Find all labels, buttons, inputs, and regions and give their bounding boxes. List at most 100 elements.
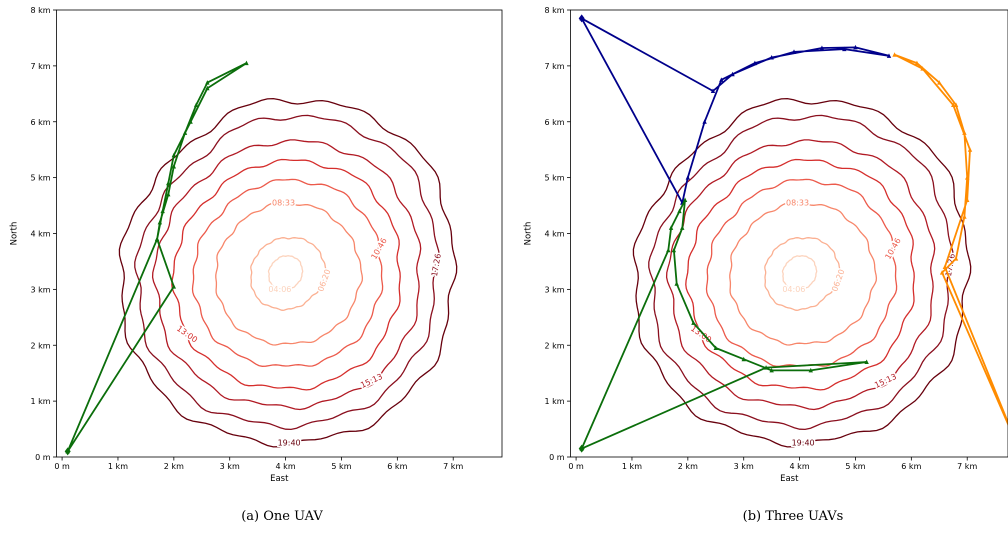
x-tick-label: 0 m bbox=[568, 462, 584, 471]
y-tick-label: 8 km bbox=[544, 6, 564, 15]
contour-label: 10:46 bbox=[369, 237, 388, 261]
x-axis-label: East bbox=[780, 474, 799, 484]
x-tick-label: 6 km bbox=[387, 462, 407, 471]
uav-waypoint-marker bbox=[752, 60, 758, 66]
uav-waypoint-marker bbox=[967, 147, 973, 152]
uav-waypoint-marker bbox=[682, 197, 688, 202]
contour-line bbox=[781, 255, 818, 292]
panel-one-uav: 04:06 06:20 08:33 10:46 13:00 15:13 17:26 19:40… bbox=[10, 6, 503, 524]
uav-waypoint-marker bbox=[677, 208, 682, 214]
x-tick-label: 5 km bbox=[331, 462, 351, 471]
x-tick-label: 7 km bbox=[957, 462, 977, 471]
uav-waypoint-marker bbox=[769, 367, 774, 373]
x-tick-label: 3 km bbox=[220, 462, 240, 471]
uav-waypoint-marker bbox=[160, 208, 165, 214]
uav-waypoint-marker bbox=[951, 102, 956, 107]
contour-line bbox=[632, 97, 972, 448]
contour-label: 19:40 bbox=[792, 438, 815, 447]
x-tick-label: 6 km bbox=[901, 462, 921, 471]
x-axis-label: East bbox=[270, 474, 289, 484]
x-tick-label: 2 km bbox=[164, 462, 184, 471]
panel-caption: (a) One UAV bbox=[241, 509, 323, 524]
uav-waypoint-marker bbox=[171, 152, 177, 158]
uav-waypoint-marker bbox=[205, 85, 210, 91]
contour-line bbox=[729, 201, 878, 346]
contour-label: 17:26 bbox=[430, 253, 443, 277]
x-tick-label: 1 km bbox=[108, 462, 128, 471]
uav-waypoint-marker bbox=[953, 102, 959, 107]
uav-waypoint-marker bbox=[710, 88, 716, 94]
uav-waypoint-marker bbox=[937, 80, 942, 85]
contour-line bbox=[764, 237, 842, 311]
y-tick-label: 4 km bbox=[544, 230, 564, 239]
contour-line bbox=[250, 237, 328, 311]
y-tick-label: 3 km bbox=[544, 285, 564, 294]
uav-waypoint-marker bbox=[763, 365, 769, 370]
x-tick-label: 2 km bbox=[678, 462, 698, 471]
uav-waypoint-marker bbox=[674, 281, 679, 286]
uav-waypoint-marker bbox=[680, 225, 685, 230]
axes-frame bbox=[56, 9, 503, 458]
uav-waypoint-marker bbox=[702, 119, 707, 124]
uav-path-2 bbox=[893, 53, 1008, 427]
uav-waypoint-marker bbox=[166, 191, 171, 197]
uav-waypoint-marker bbox=[914, 60, 920, 66]
uav-waypoint-marker bbox=[244, 60, 249, 66]
uav-waypoint-marker bbox=[819, 45, 825, 50]
y-tick-label: 5 km bbox=[30, 174, 50, 183]
uav-waypoint-marker bbox=[965, 175, 970, 180]
uav-waypoint-marker bbox=[965, 197, 970, 202]
contour-label: 06:20 bbox=[830, 268, 846, 293]
uav-waypoint-marker bbox=[579, 15, 584, 21]
x-tick-label: 1 km bbox=[622, 462, 642, 471]
y-tick-label: 1 km bbox=[30, 397, 50, 406]
x-tick-label: 5 km bbox=[845, 462, 865, 471]
y-tick-label: 7 km bbox=[30, 62, 50, 71]
y-tick-label: 2 km bbox=[30, 341, 50, 350]
uav-waypoint-marker bbox=[741, 356, 746, 362]
uav-waypoint-marker bbox=[182, 130, 188, 135]
uav-waypoint-marker bbox=[671, 247, 677, 253]
contour-line bbox=[648, 114, 954, 431]
uav-waypoint-marker bbox=[853, 44, 858, 50]
uav-waypoint-marker bbox=[668, 225, 674, 230]
panel-caption: (b) Three UAVs bbox=[743, 509, 844, 524]
x-tick-label: 4 km bbox=[790, 462, 810, 471]
contour-line bbox=[665, 139, 936, 411]
y-axis-label: North bbox=[10, 222, 20, 246]
uav-waypoint-marker bbox=[962, 130, 967, 135]
uav-waypoint-marker bbox=[691, 320, 696, 325]
contour-label: 08:33 bbox=[272, 198, 295, 207]
contour-label: 06:20 bbox=[316, 268, 332, 293]
x-tick-label: 7 km bbox=[443, 462, 463, 471]
uav-waypoint-marker bbox=[166, 180, 171, 186]
uav-waypoint-marker bbox=[864, 359, 869, 365]
y-tick-label: 0 m bbox=[549, 453, 565, 462]
contour-label: 08:33 bbox=[786, 198, 809, 207]
uav-waypoint-marker bbox=[205, 80, 210, 85]
uav-waypoint-marker bbox=[892, 52, 897, 57]
contour-label: 15:13 bbox=[359, 372, 384, 390]
contour-label: 10:46 bbox=[883, 237, 902, 261]
y-tick-label: 2 km bbox=[544, 341, 564, 350]
uav-waypoint-marker bbox=[171, 163, 177, 169]
y-tick-label: 4 km bbox=[30, 230, 50, 239]
uav-waypoint-marker bbox=[157, 219, 163, 225]
contour-line bbox=[171, 158, 401, 391]
contour-line bbox=[191, 178, 384, 367]
contour-line bbox=[151, 139, 422, 411]
uav-waypoint-marker bbox=[666, 247, 671, 253]
contour-line bbox=[685, 158, 915, 391]
y-tick-label: 1 km bbox=[544, 397, 564, 406]
uav-path-1 bbox=[580, 199, 868, 450]
uav-waypoint-marker bbox=[579, 446, 584, 451]
y-tick-label: 8 km bbox=[30, 6, 50, 15]
axes-frame bbox=[570, 9, 1008, 458]
uav-waypoint-marker bbox=[713, 345, 718, 351]
contour-label: 19:40 bbox=[278, 438, 301, 447]
uav-waypoint-marker bbox=[920, 66, 925, 71]
uav-waypoint-marker bbox=[953, 256, 959, 261]
contour-label: 13:00 bbox=[175, 324, 199, 345]
y-tick-label: 3 km bbox=[30, 285, 50, 294]
contour-line bbox=[215, 201, 364, 346]
